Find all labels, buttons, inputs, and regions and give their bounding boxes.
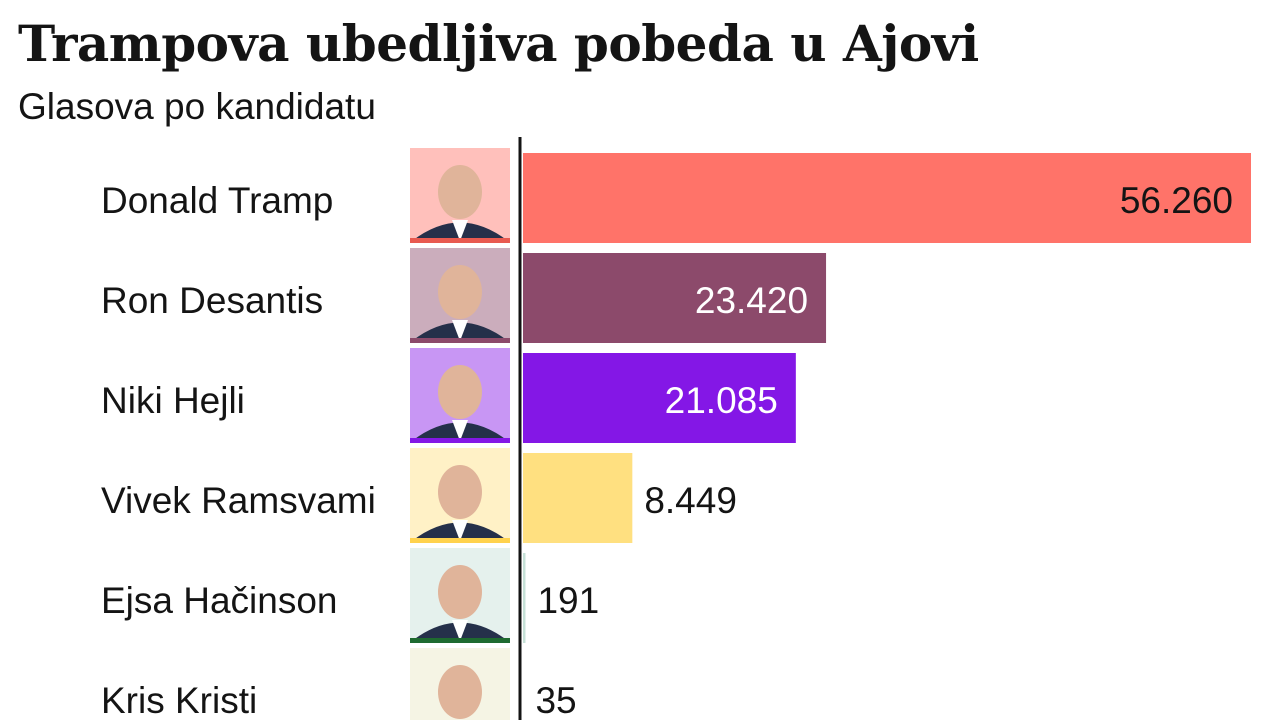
portrait-desantis-icon [410,248,510,343]
portrait-face [438,565,482,619]
portrait-accent-strip [410,538,510,543]
portrait-trump-icon [410,148,510,243]
portrait-face [438,265,482,319]
bar[interactable] [523,253,827,343]
portrait-accent-strip [410,638,510,643]
portrait-accent-strip [410,338,510,343]
chart-subtitle: Glasova po kandidatu [18,86,376,127]
category-label: Ron Desantis [101,280,323,321]
bar-row: Vivek Ramsvami 8.449 [101,448,737,543]
bar-row: Donald Tramp 56.260 [101,148,1251,243]
portrait-accent-strip [410,238,510,243]
category-label: Donald Tramp [101,180,333,221]
portrait-collar [452,320,468,341]
portrait-haley-icon [410,348,510,443]
category-label: Niki Hejli [101,380,245,421]
portrait-christie-icon [410,648,510,720]
category-label: Kris Kristi [101,680,257,720]
portrait-hutchinson-icon [410,548,510,643]
portrait-accent-strip [410,438,510,443]
portrait-collar [452,520,468,541]
portrait-face [438,165,482,219]
category-label: Ejsa Hačinson [101,580,338,621]
data-label: 8.449 [644,480,737,521]
portrait-collar [452,620,468,641]
portrait-collar [452,420,468,441]
portrait-face [438,665,482,719]
bar[interactable] [523,553,526,643]
portrait-ramaswamy-icon [410,448,510,543]
portrait-collar [452,220,468,241]
portrait-face [438,465,482,519]
data-label: 35 [535,680,576,720]
chart-title: Trampova ubedljiva pobeda u Ajovi [18,14,979,73]
data-label: 191 [537,580,599,621]
data-label: 21.085 [665,380,778,421]
bar[interactable] [523,353,796,443]
bar-row: Kris Kristi 35 [101,648,577,720]
data-label: 56.260 [1120,180,1233,221]
bar-row: Niki Hejli 21.085 [101,348,796,443]
bar-row: Ron Desantis 23.420 [101,248,827,343]
portrait-face [438,365,482,419]
bar[interactable] [523,453,633,543]
bar[interactable] [523,153,1251,243]
data-label: 23.420 [695,280,808,321]
bar-row: Ejsa Hačinson 191 [101,548,599,643]
category-label: Vivek Ramsvami [101,480,376,521]
